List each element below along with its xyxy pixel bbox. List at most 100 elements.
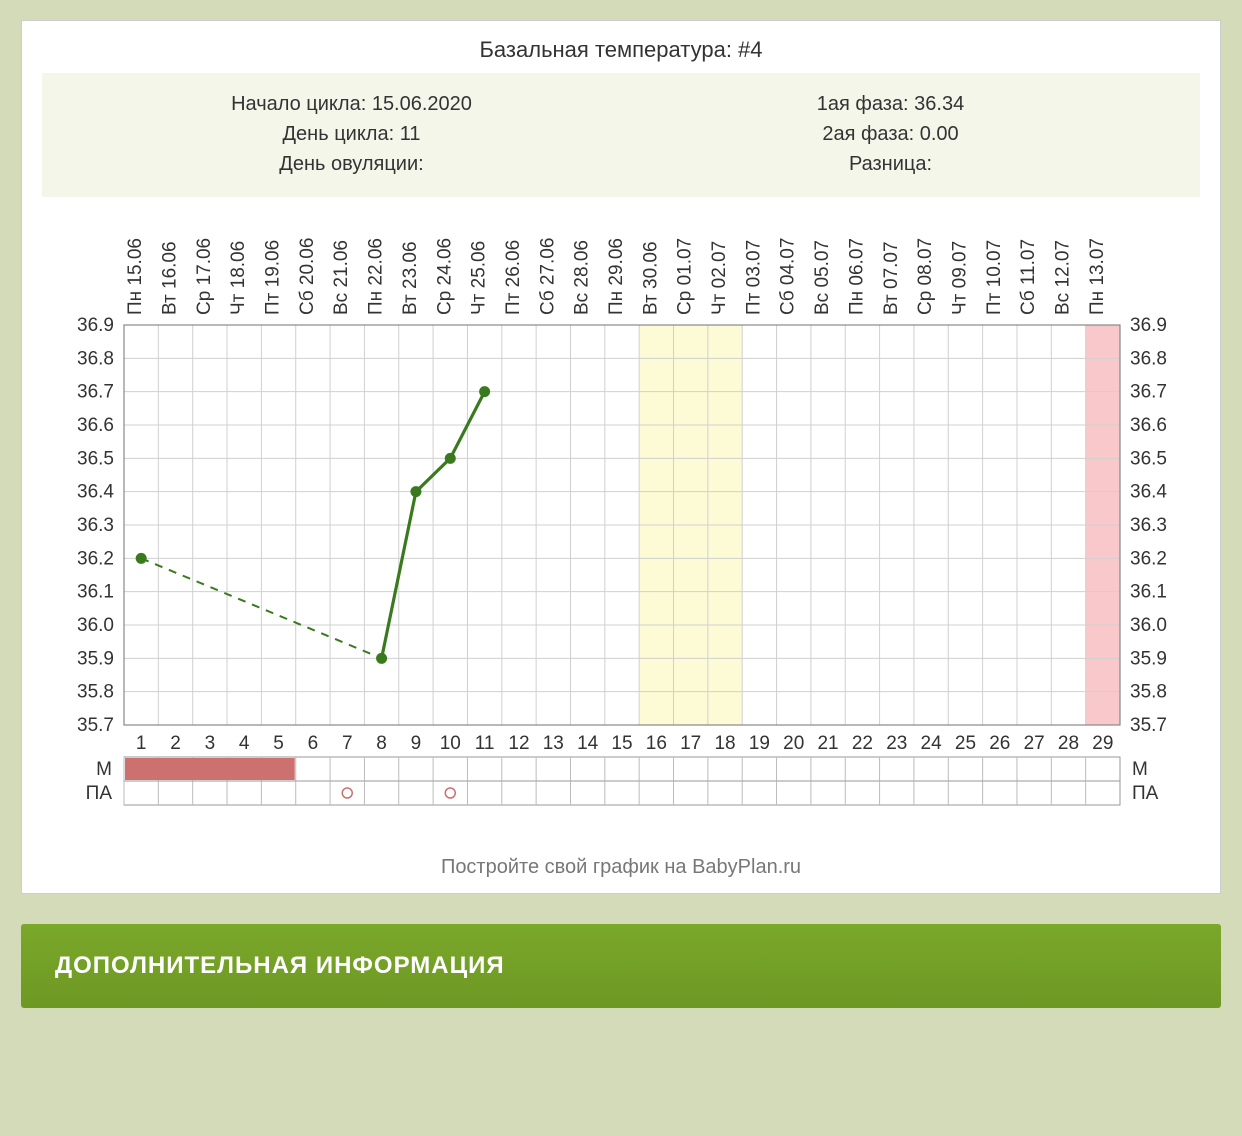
svg-text:36.8: 36.8 (77, 348, 114, 369)
svg-text:21: 21 (817, 733, 838, 754)
svg-text:Вт 30.06: Вт 30.06 (640, 241, 661, 315)
svg-text:Вс 21.06: Вс 21.06 (331, 240, 352, 315)
info-right-col: 1ая фаза: 36.34 2ая фаза: 0.00 Разница: (621, 89, 1160, 179)
chart-footer: Постройте свой график на BabyPlan.ru (32, 856, 1210, 879)
svg-text:Чт 09.07: Чт 09.07 (949, 241, 970, 315)
svg-text:Вт 16.06: Вт 16.06 (160, 241, 181, 315)
svg-text:36.5: 36.5 (1130, 448, 1167, 469)
info-line: 1ая фаза: 36.34 (621, 89, 1160, 119)
chart-card: Базальная температура: #4 Начало цикла: … (21, 20, 1221, 894)
svg-text:35.7: 35.7 (77, 715, 114, 736)
svg-text:1: 1 (136, 733, 147, 754)
info-line: День овуляции: (82, 149, 621, 179)
info-line: Начало цикла: 15.06.2020 (82, 89, 621, 119)
svg-text:36.7: 36.7 (1130, 382, 1167, 403)
svg-text:Пн 15.06: Пн 15.06 (125, 238, 146, 315)
chart-title: Базальная температура: #4 (32, 37, 1210, 63)
svg-text:Ср 08.07: Ср 08.07 (915, 238, 936, 315)
svg-text:17: 17 (680, 733, 701, 754)
svg-text:Пт 03.07: Пт 03.07 (743, 240, 764, 315)
svg-text:36.3: 36.3 (1130, 515, 1167, 536)
svg-text:27: 27 (1024, 733, 1045, 754)
svg-text:35.7: 35.7 (1130, 715, 1167, 736)
svg-text:36.0: 36.0 (77, 615, 114, 636)
svg-text:3: 3 (205, 733, 216, 754)
bbt-chart-svg: 36.9 36.9 36.8 36.8 36.7 36.7 36.6 36.6 36.5 36.5… (32, 205, 1212, 845)
svg-text:36.5: 36.5 (77, 448, 114, 469)
svg-text:10: 10 (440, 733, 461, 754)
svg-text:20: 20 (783, 733, 804, 754)
svg-text:18: 18 (714, 733, 735, 754)
svg-text:36.2: 36.2 (1130, 548, 1167, 569)
svg-text:Вт 07.07: Вт 07.07 (881, 241, 902, 315)
svg-text:35.8: 35.8 (77, 682, 114, 703)
svg-text:36.1: 36.1 (77, 582, 114, 603)
svg-text:Сб 20.06: Сб 20.06 (297, 238, 318, 315)
svg-text:36.7: 36.7 (77, 382, 114, 403)
svg-text:36.6: 36.6 (77, 415, 114, 436)
chart-plot: 36.9 36.9 36.8 36.8 36.7 36.7 36.6 36.6 36.5 36.5… (32, 205, 1210, 850)
svg-text:36.9: 36.9 (1130, 315, 1167, 336)
svg-text:36.9: 36.9 (77, 315, 114, 336)
info-line: 2ая фаза: 0.00 (621, 119, 1160, 149)
info-left-col: Начало цикла: 15.06.2020 День цикла: 11 … (82, 89, 621, 179)
svg-text:Вс 28.06: Вс 28.06 (572, 240, 593, 315)
svg-text:36.2: 36.2 (77, 548, 114, 569)
svg-text:Чт 18.06: Чт 18.06 (228, 241, 249, 315)
svg-text:Сб 27.06: Сб 27.06 (537, 238, 558, 315)
svg-text:Ср 01.07: Ср 01.07 (675, 238, 696, 315)
svg-text:Пн 06.07: Пн 06.07 (846, 238, 867, 315)
svg-text:Пн 13.07: Пн 13.07 (1087, 238, 1108, 315)
svg-text:11: 11 (475, 733, 495, 754)
svg-text:36.6: 36.6 (1130, 415, 1167, 436)
svg-text:29: 29 (1092, 733, 1113, 754)
svg-text:Ср 24.06: Ср 24.06 (434, 238, 455, 315)
svg-text:ПА: ПА (86, 783, 113, 804)
svg-text:23: 23 (886, 733, 907, 754)
svg-text:6: 6 (308, 733, 319, 754)
svg-text:16: 16 (646, 733, 667, 754)
svg-text:ПА: ПА (1132, 783, 1159, 804)
svg-text:28: 28 (1058, 733, 1079, 754)
extra-info-heading: ДОПОЛНИТЕЛЬНАЯ ИНФОРМАЦИЯ (21, 924, 1221, 1008)
svg-text:13: 13 (543, 733, 564, 754)
info-line: Разница: (621, 149, 1160, 179)
svg-text:Вс 05.07: Вс 05.07 (812, 240, 833, 315)
svg-text:Пт 26.06: Пт 26.06 (503, 240, 524, 315)
svg-text:14: 14 (577, 733, 599, 754)
svg-text:36.8: 36.8 (1130, 348, 1167, 369)
svg-text:12: 12 (508, 733, 529, 754)
svg-text:26: 26 (989, 733, 1010, 754)
svg-text:36.4: 36.4 (1130, 482, 1167, 503)
svg-text:7: 7 (342, 733, 353, 754)
svg-text:4: 4 (239, 733, 250, 754)
svg-text:36.3: 36.3 (77, 515, 114, 536)
svg-text:Ср 17.06: Ср 17.06 (194, 238, 215, 315)
svg-text:Сб 04.07: Сб 04.07 (778, 238, 799, 315)
svg-text:22: 22 (852, 733, 873, 754)
svg-text:8: 8 (376, 733, 387, 754)
svg-text:Вт 23.06: Вт 23.06 (400, 241, 421, 315)
svg-text:Чт 02.07: Чт 02.07 (709, 241, 730, 315)
svg-text:9: 9 (411, 733, 422, 754)
svg-text:36.1: 36.1 (1130, 582, 1167, 603)
info-line: День цикла: 11 (82, 119, 621, 149)
svg-text:24: 24 (921, 733, 943, 754)
svg-text:М: М (96, 759, 112, 780)
svg-text:19: 19 (749, 733, 770, 754)
svg-text:5: 5 (273, 733, 284, 754)
svg-text:25: 25 (955, 733, 976, 754)
svg-text:35.9: 35.9 (1130, 648, 1167, 669)
svg-text:М: М (1132, 759, 1148, 780)
svg-text:36.4: 36.4 (77, 482, 114, 503)
svg-text:15: 15 (611, 733, 632, 754)
svg-text:Вс 12.07: Вс 12.07 (1052, 240, 1073, 315)
svg-text:Пт 10.07: Пт 10.07 (984, 240, 1005, 315)
svg-text:35.9: 35.9 (77, 648, 114, 669)
svg-text:Сб 11.07: Сб 11.07 (1018, 239, 1039, 315)
svg-text:2: 2 (170, 733, 181, 754)
svg-text:Пн 29.06: Пн 29.06 (606, 238, 627, 315)
svg-text:35.8: 35.8 (1130, 682, 1167, 703)
svg-text:36.0: 36.0 (1130, 615, 1167, 636)
svg-text:Пт 19.06: Пт 19.06 (263, 240, 284, 315)
